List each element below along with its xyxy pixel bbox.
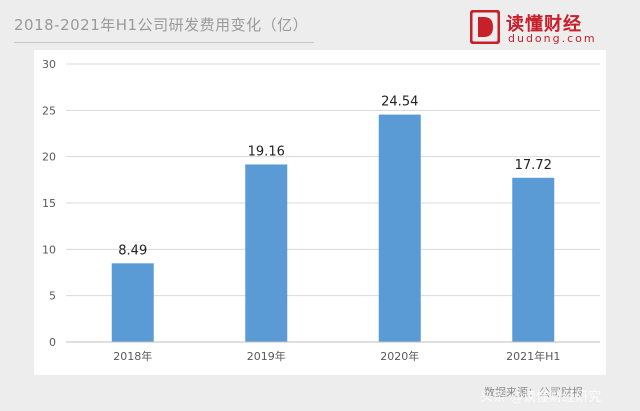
x-tick-label: 2019年 — [247, 349, 286, 363]
y-tick-label: 0 — [49, 336, 56, 349]
chart-title: 2018-2021年H1公司研发费用变化（亿） — [14, 16, 309, 34]
x-tick-label: 2020年 — [380, 349, 419, 363]
brand-url: dudong.com — [508, 32, 597, 45]
brand-name: 读懂财经 — [506, 14, 582, 35]
data-label: 19.16 — [248, 144, 285, 159]
y-tick-label: 30 — [42, 58, 56, 71]
bar-2019年 — [245, 164, 288, 342]
y-tick-label: 20 — [42, 151, 56, 164]
data-source-note: 数据来源：公司财报 — [484, 386, 583, 399]
bar-2021年H1 — [512, 177, 555, 342]
data-label: 17.72 — [515, 158, 552, 173]
title-underline — [14, 42, 314, 43]
y-tick-label: 15 — [42, 197, 56, 210]
bar-2018年 — [111, 263, 154, 342]
bar-2020年 — [378, 114, 421, 342]
brand-logo: 读懂财经 dudong.com — [470, 8, 620, 48]
x-tick-label: 2018年 — [113, 349, 152, 363]
data-label: 24.54 — [381, 95, 418, 110]
data-label: 8.49 — [118, 243, 147, 258]
brand-logo-icon — [470, 10, 500, 44]
y-tick-label: 5 — [49, 290, 56, 303]
watermark: 头条 @读懂财经研究 — [480, 390, 602, 405]
x-tick-label: 2021年H1 — [506, 349, 560, 363]
y-tick-label: 25 — [42, 104, 56, 117]
chart-panel: 0 5 10 15 20 25 30 8.49 2018年 19.16 2019年 24.54 2020… — [34, 50, 606, 375]
y-tick-label: 10 — [42, 243, 56, 256]
bar-chart: 0 5 10 15 20 25 30 8.49 2018年 19.16 2019年 24.54 2020… — [42, 58, 600, 363]
